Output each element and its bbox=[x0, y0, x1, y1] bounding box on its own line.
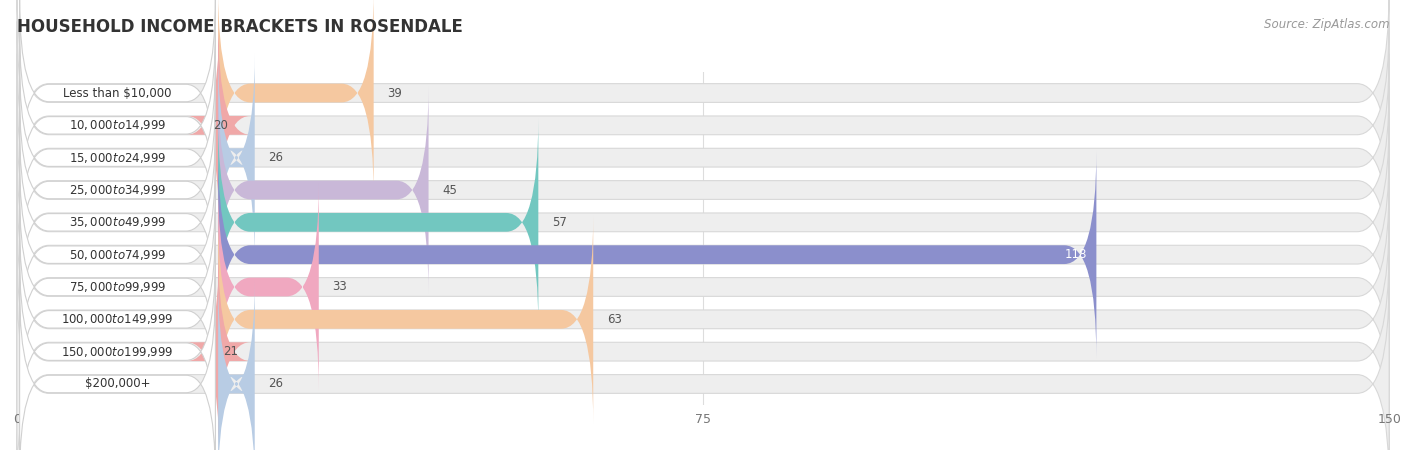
FancyBboxPatch shape bbox=[17, 0, 1389, 197]
FancyBboxPatch shape bbox=[218, 280, 254, 450]
Text: $150,000 to $199,999: $150,000 to $199,999 bbox=[62, 345, 174, 359]
FancyBboxPatch shape bbox=[218, 151, 1097, 359]
Text: 39: 39 bbox=[388, 86, 402, 99]
FancyBboxPatch shape bbox=[17, 22, 1389, 229]
Text: 118: 118 bbox=[1064, 248, 1087, 261]
FancyBboxPatch shape bbox=[17, 216, 1389, 423]
FancyBboxPatch shape bbox=[187, 248, 250, 450]
Text: $35,000 to $49,999: $35,000 to $49,999 bbox=[69, 216, 166, 230]
FancyBboxPatch shape bbox=[20, 225, 215, 414]
FancyBboxPatch shape bbox=[20, 289, 215, 450]
FancyBboxPatch shape bbox=[17, 183, 1389, 391]
Text: 33: 33 bbox=[332, 280, 347, 293]
Text: 21: 21 bbox=[222, 345, 238, 358]
FancyBboxPatch shape bbox=[20, 128, 215, 317]
Text: $100,000 to $149,999: $100,000 to $149,999 bbox=[62, 312, 174, 326]
FancyBboxPatch shape bbox=[218, 183, 319, 391]
FancyBboxPatch shape bbox=[20, 95, 215, 285]
Text: 26: 26 bbox=[269, 378, 284, 391]
Text: HOUSEHOLD INCOME BRACKETS IN ROSENDALE: HOUSEHOLD INCOME BRACKETS IN ROSENDALE bbox=[17, 18, 463, 36]
FancyBboxPatch shape bbox=[17, 280, 1389, 450]
FancyBboxPatch shape bbox=[20, 31, 215, 220]
Text: $75,000 to $99,999: $75,000 to $99,999 bbox=[69, 280, 166, 294]
Text: 20: 20 bbox=[214, 119, 228, 132]
FancyBboxPatch shape bbox=[20, 0, 215, 188]
FancyBboxPatch shape bbox=[187, 22, 250, 229]
FancyBboxPatch shape bbox=[20, 192, 215, 382]
Text: $15,000 to $24,999: $15,000 to $24,999 bbox=[69, 151, 166, 165]
FancyBboxPatch shape bbox=[17, 54, 1389, 261]
FancyBboxPatch shape bbox=[218, 86, 429, 294]
Text: $50,000 to $74,999: $50,000 to $74,999 bbox=[69, 248, 166, 261]
FancyBboxPatch shape bbox=[218, 54, 254, 261]
Text: 45: 45 bbox=[443, 184, 457, 197]
Text: 63: 63 bbox=[607, 313, 621, 326]
FancyBboxPatch shape bbox=[17, 151, 1389, 359]
FancyBboxPatch shape bbox=[218, 0, 374, 197]
Text: $25,000 to $34,999: $25,000 to $34,999 bbox=[69, 183, 166, 197]
FancyBboxPatch shape bbox=[218, 118, 538, 326]
FancyBboxPatch shape bbox=[17, 118, 1389, 326]
FancyBboxPatch shape bbox=[17, 86, 1389, 294]
FancyBboxPatch shape bbox=[17, 248, 1389, 450]
Text: 26: 26 bbox=[269, 151, 284, 164]
FancyBboxPatch shape bbox=[20, 257, 215, 446]
FancyBboxPatch shape bbox=[218, 216, 593, 423]
FancyBboxPatch shape bbox=[20, 63, 215, 252]
Text: Less than $10,000: Less than $10,000 bbox=[63, 86, 172, 99]
FancyBboxPatch shape bbox=[20, 160, 215, 349]
Text: $10,000 to $14,999: $10,000 to $14,999 bbox=[69, 118, 166, 132]
Text: $200,000+: $200,000+ bbox=[84, 378, 150, 391]
Text: Source: ZipAtlas.com: Source: ZipAtlas.com bbox=[1264, 18, 1389, 31]
Text: 57: 57 bbox=[553, 216, 567, 229]
